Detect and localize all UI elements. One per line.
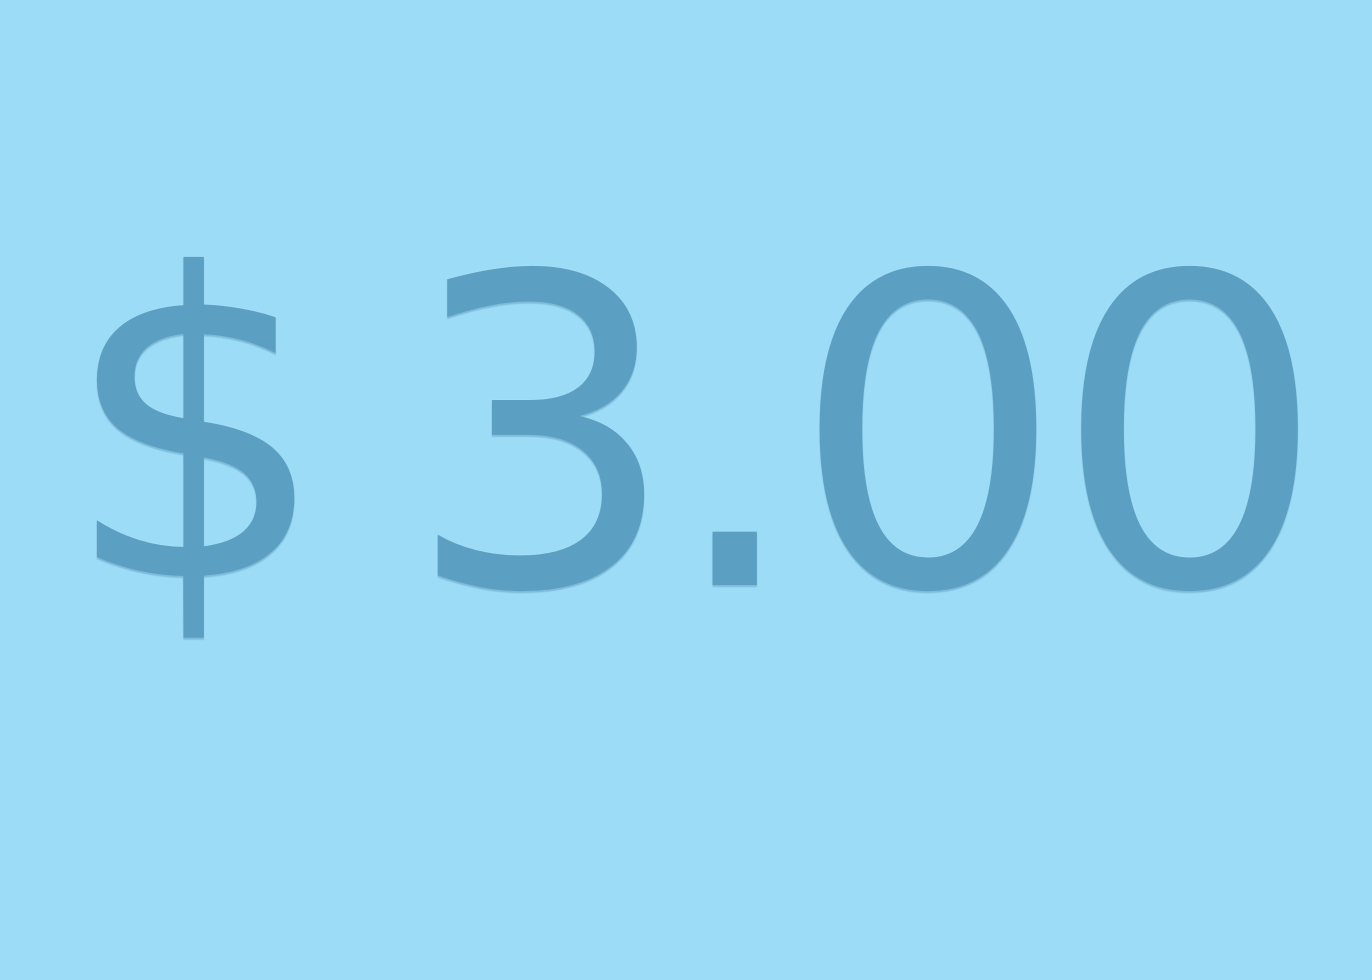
currency-symbol: $ bbox=[62, 187, 330, 676]
price-amount: 3.00 bbox=[405, 187, 1326, 687]
